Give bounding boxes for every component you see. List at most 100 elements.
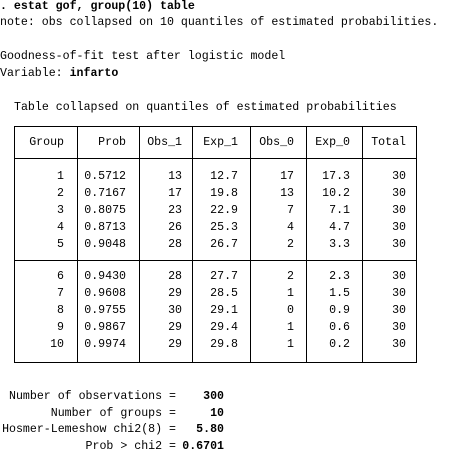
column-header: Obs_0 <box>259 136 294 149</box>
table-title: Table collapsed on quantiles of estimate… <box>14 101 397 114</box>
table-cell: 17 <box>168 186 182 200</box>
table-cell: 7.1 <box>329 203 350 217</box>
table-cell: 30 <box>392 270 406 283</box>
table-cell: 7 <box>57 286 64 300</box>
table-cell: 22.9 <box>210 203 238 217</box>
table-cell: 1 <box>287 337 294 351</box>
table-cell: 6 <box>57 270 64 283</box>
table-cell: 0 <box>287 303 294 317</box>
table-cell: 30 <box>168 303 182 317</box>
column-separator <box>192 126 193 362</box>
table-cell: 7 <box>287 203 294 217</box>
column-separator <box>306 126 307 362</box>
table-cell: 0.9048 <box>84 237 126 251</box>
table-cell: 28 <box>168 270 182 283</box>
table-cell: 2 <box>287 270 294 283</box>
table-cell: 0.9 <box>329 303 350 317</box>
stat-value: 10 <box>210 406 224 420</box>
column-separator <box>139 126 140 362</box>
row-separator <box>14 158 416 159</box>
table-border <box>14 362 417 363</box>
table-cell: 4 <box>287 220 294 234</box>
column-header: Prob <box>98 136 126 149</box>
table-cell: 9 <box>57 320 64 334</box>
table-cell: 30 <box>392 186 406 200</box>
table-cell: 26 <box>168 220 182 234</box>
table-cell: 17.3 <box>322 170 350 183</box>
table-cell: 28.5 <box>210 286 238 300</box>
table-cell: 30 <box>392 237 406 251</box>
table-cell: 0.6 <box>329 320 350 334</box>
table-cell: 17 <box>280 170 294 183</box>
command: . estat gof, group(10) table <box>0 0 195 13</box>
column-separator <box>362 126 363 362</box>
table-cell: 0.8075 <box>84 203 126 217</box>
table-cell: 0.7167 <box>84 186 126 200</box>
table-cell: 30 <box>392 337 406 351</box>
column-header: Total <box>371 136 406 149</box>
table-cell: 0.5712 <box>84 170 126 183</box>
table-cell: 10 <box>50 337 64 351</box>
note: note: obs collapsed on 10 quantiles of e… <box>0 16 439 29</box>
table-cell: 13 <box>168 170 182 183</box>
table-cell: 26.7 <box>210 237 238 251</box>
table-cell: 8 <box>57 303 64 317</box>
variable-label: Variable: <box>0 67 63 80</box>
column-header: Obs_1 <box>147 136 182 149</box>
table-cell: 29 <box>168 337 182 351</box>
table-cell: 0.9755 <box>84 303 126 317</box>
table-cell: 12.7 <box>210 170 238 183</box>
table-border <box>14 126 15 362</box>
table-cell: 30 <box>392 203 406 217</box>
stat-value: 300 <box>203 390 224 403</box>
table-cell: 27.7 <box>210 270 238 283</box>
table-cell: 2.3 <box>329 270 350 283</box>
table-cell: 10.2 <box>322 186 350 200</box>
stat-label: Number of observations = <box>9 390 176 403</box>
table-cell: 19.8 <box>210 186 238 200</box>
table-cell: 30 <box>392 170 406 183</box>
stat-value: 5.80 <box>196 423 224 437</box>
table-cell: 4.7 <box>329 220 350 234</box>
table-cell: 4 <box>57 220 64 234</box>
variable-line: Variable: infarto <box>0 66 118 82</box>
table-cell: 29.4 <box>210 320 238 334</box>
table-cell: 0.8713 <box>84 220 126 234</box>
stat-value: 0.6701 <box>182 440 224 454</box>
table-cell: 2 <box>57 186 64 200</box>
table-cell: 23 <box>168 203 182 217</box>
table-border <box>416 126 417 362</box>
stat-label: Hosmer-Lemeshow chi2(8) = <box>2 423 176 437</box>
table-cell: 3 <box>57 203 64 217</box>
table-border <box>14 126 416 127</box>
table-cell: 28 <box>168 237 182 251</box>
table-cell: 30 <box>392 220 406 234</box>
column-header: Group <box>29 136 64 149</box>
table-cell: 13 <box>280 186 294 200</box>
table-cell: 5 <box>57 237 64 251</box>
table-cell: 2 <box>287 237 294 251</box>
table-cell: 0.2 <box>329 337 350 351</box>
stat-label: Number of groups = <box>50 406 176 420</box>
table-cell: 1 <box>57 170 64 183</box>
stat-label: Prob > chi2 = <box>85 440 176 454</box>
table-cell: 1 <box>287 320 294 334</box>
table-cell: 30 <box>392 320 406 334</box>
column-separator <box>250 126 251 362</box>
table-cell: 0.9974 <box>84 337 126 351</box>
table-cell: 30 <box>392 286 406 300</box>
table-cell: 29.1 <box>210 303 238 317</box>
table-cell: 30 <box>392 303 406 317</box>
table-cell: 1 <box>287 286 294 300</box>
table-cell: 3.3 <box>329 237 350 251</box>
column-header: Exp_1 <box>203 136 238 149</box>
column-header: Exp_0 <box>315 136 350 149</box>
table-cell: 0.9430 <box>84 270 126 283</box>
table-cell: 0.9867 <box>84 320 126 334</box>
table-cell: 1.5 <box>329 286 350 300</box>
heading: Goodness-of-fit test after logistic mode… <box>0 50 286 63</box>
variable: infarto <box>69 67 119 80</box>
column-separator <box>77 126 78 362</box>
table-cell: 29.8 <box>210 337 238 351</box>
